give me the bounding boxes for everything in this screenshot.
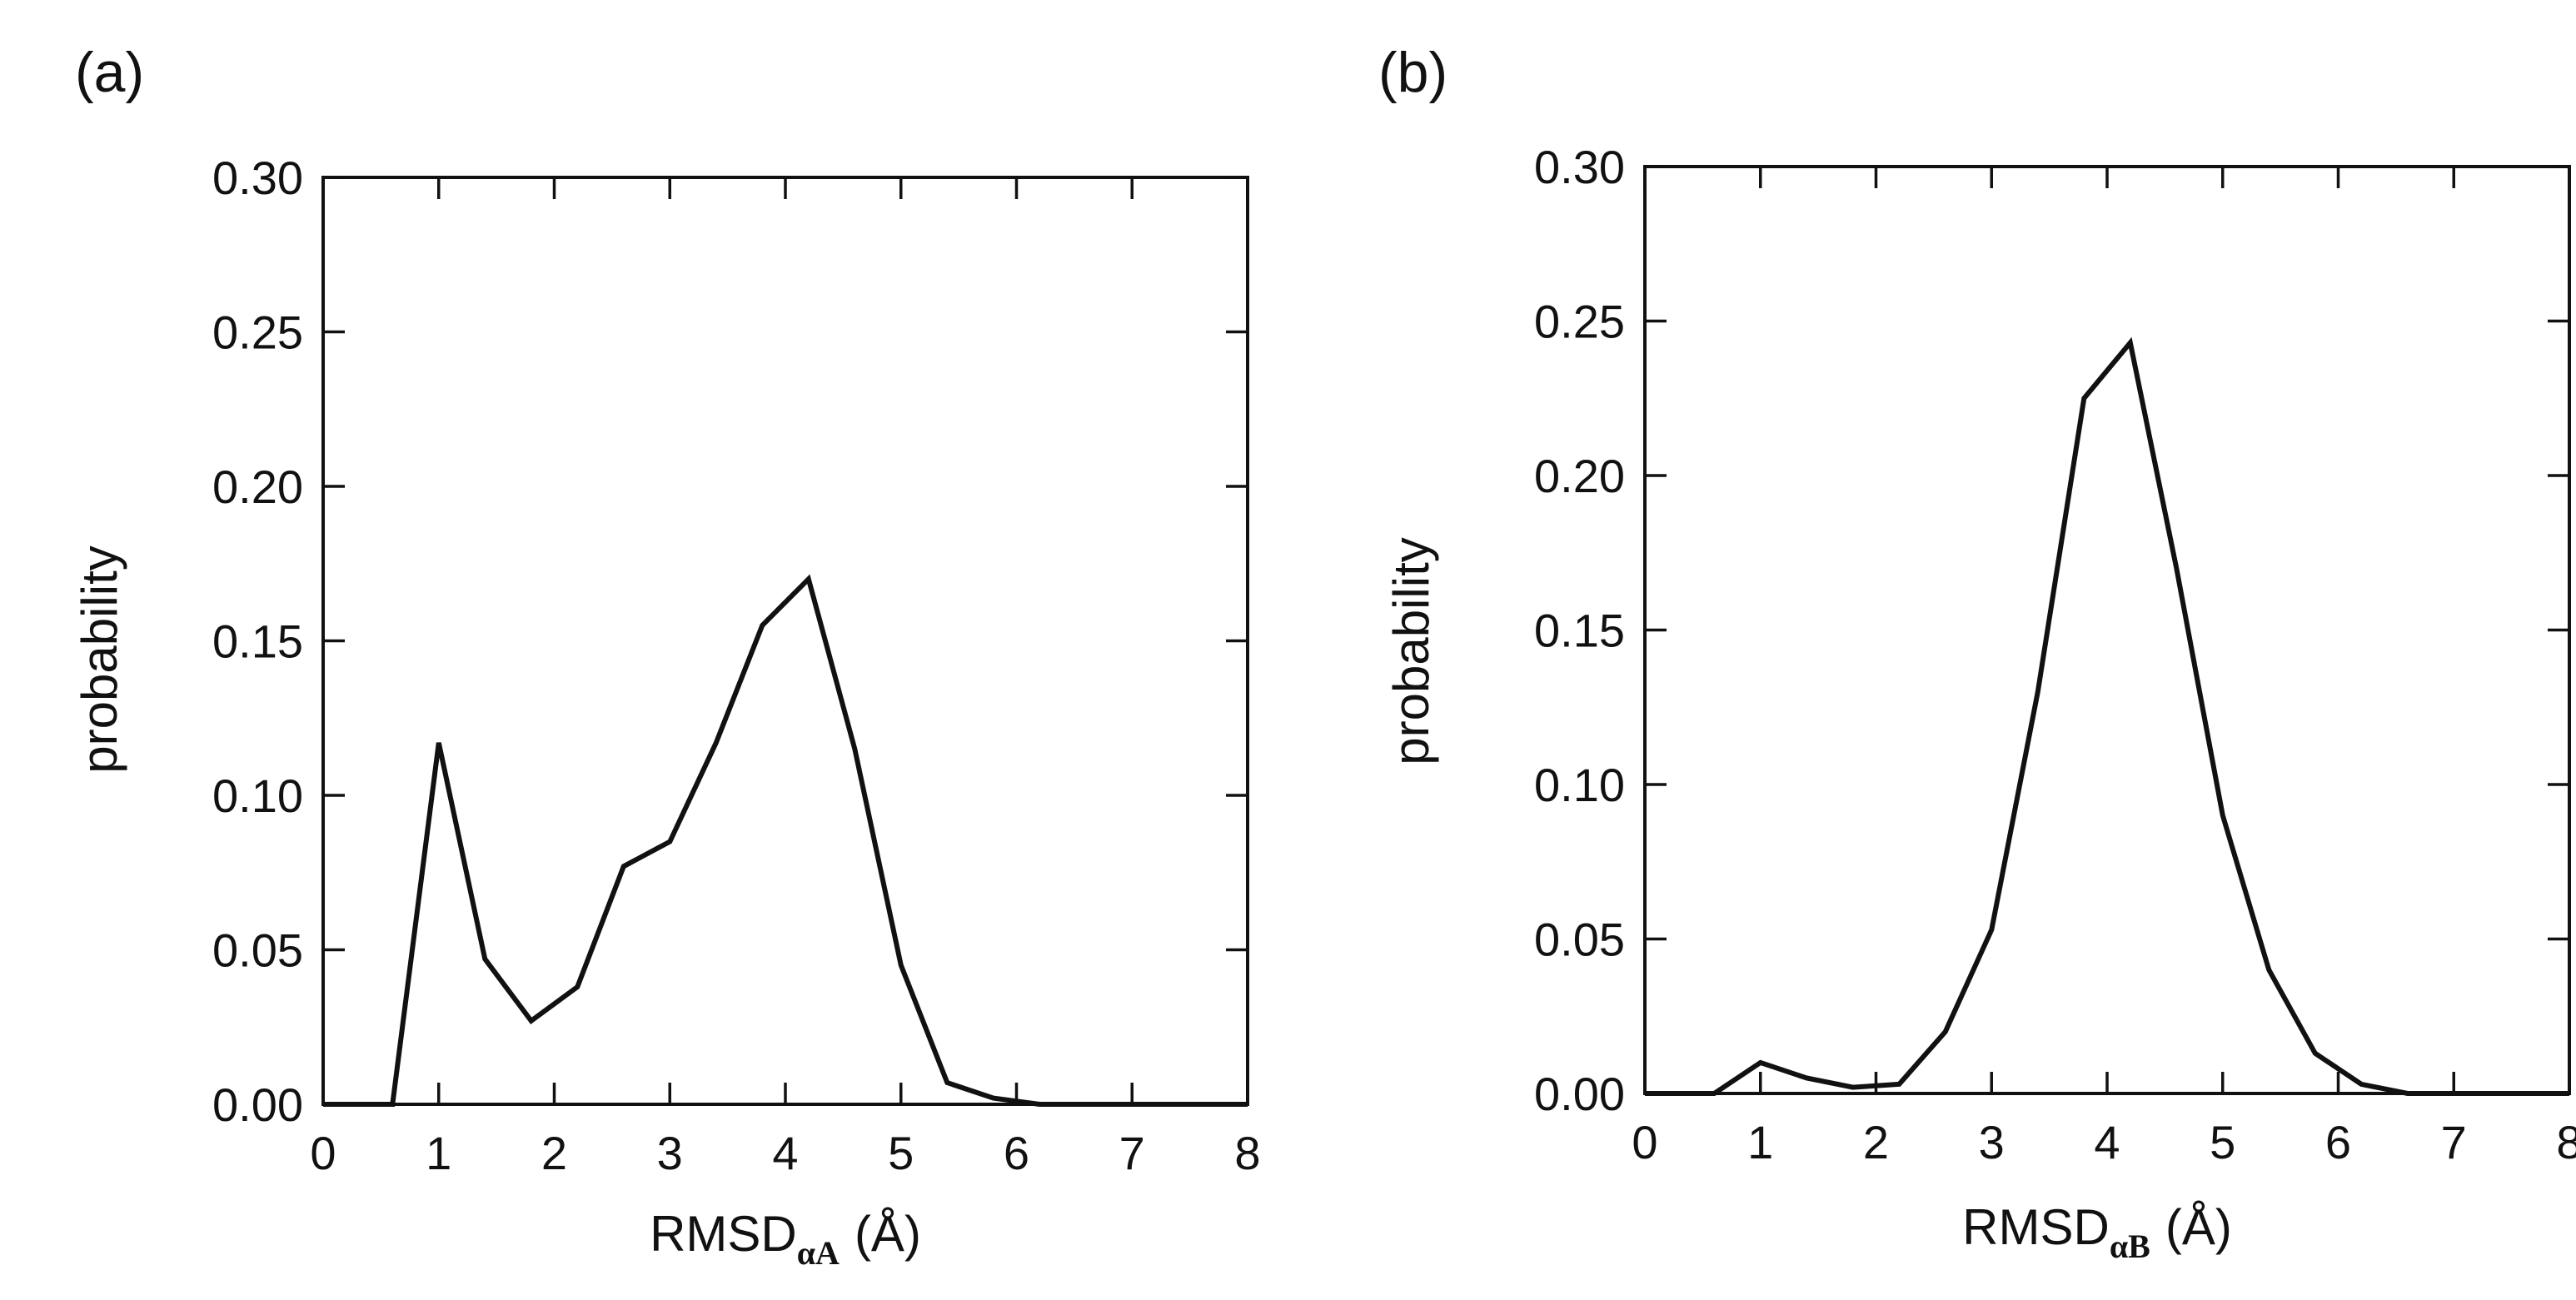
x-axis-title-subscript-b: αB [2110,1228,2150,1265]
x-axis-title-main-a: RMSD [650,1206,797,1262]
y-tick-label-b: 0.15 [1534,605,1625,657]
y-tick-label-a: 0.20 [212,461,303,513]
x-tick-label-a: 7 [1119,1127,1145,1179]
x-tick-label-b: 4 [2094,1116,2120,1168]
x-tick-label-b: 3 [1979,1116,2005,1168]
x-tick-label-b: 6 [2325,1116,2351,1168]
y-tick-label-b: 0.10 [1534,759,1625,811]
y-tick-label-a: 0.05 [212,924,303,977]
plot-frame-a [321,176,1249,1106]
x-tick-label-a: 1 [426,1127,451,1179]
x-tick-label-b: 2 [1863,1116,1889,1168]
x-tick-label-a: 0 [310,1127,336,1179]
y-tick-label-a: 0.00 [212,1078,303,1131]
x-tick-label-a: 8 [1234,1127,1260,1179]
y-tick-label-b: 0.20 [1534,450,1625,502]
x-tick-label-b: 7 [2441,1116,2467,1168]
x-tick-label-b: 1 [1747,1116,1773,1168]
x-tick-label-b: 5 [2210,1116,2235,1168]
y-tick-label-b: 0.30 [1534,141,1625,193]
y-tick-label-b: 0.25 [1534,296,1625,348]
panel-label-b: (b) [1378,41,1447,104]
x-tick-label-a: 3 [657,1127,683,1179]
plot-frame-b [1643,165,2571,1095]
y-axis-title-b: probability [1383,537,1439,765]
x-axis-title-b: RMSDαB (Å) [1962,1199,2232,1265]
x-axis-title-unit-b: (Å) [2165,1199,2232,1255]
series-line-b [1645,336,2569,1096]
x-axis-title-subscript-a: αA [797,1234,840,1272]
x-tick-label-a: 2 [541,1127,567,1179]
y-tick-label-a: 0.30 [212,152,303,204]
x-axis-title-main-b: RMSD [1962,1199,2110,1255]
y-tick-label-a: 0.25 [212,306,303,359]
y-axis-title-a: probability [72,545,127,774]
x-tick-label-b: 8 [2556,1116,2576,1168]
x-axis-title-unit-a: (Å) [855,1206,921,1262]
chart-panel-a: (a) probability RMSDαA (Å) 0 1 2 3 4 5 6 7 8 0.00 0… [72,41,1261,1272]
x-tick-label-a: 5 [888,1127,914,1179]
chart-panel-b: (b) probability RMSDαB (Å) 0 1 2 3 4 5 6 7 8 0.00 0… [1378,41,2576,1265]
y-tick-label-a: 0.10 [212,770,303,822]
y-tick-label-a: 0.15 [212,615,303,668]
x-tick-label-a: 4 [772,1127,798,1179]
panel-label-a: (a) [75,41,144,104]
x-axis-title-a: RMSDαA (Å) [650,1206,921,1272]
y-tick-label-b: 0.00 [1534,1068,1625,1120]
series-line-a [323,574,1248,1107]
y-tick-label-b: 0.05 [1534,914,1625,966]
x-tick-label-a: 6 [1004,1127,1029,1179]
x-tick-label-b: 0 [1632,1116,1657,1168]
